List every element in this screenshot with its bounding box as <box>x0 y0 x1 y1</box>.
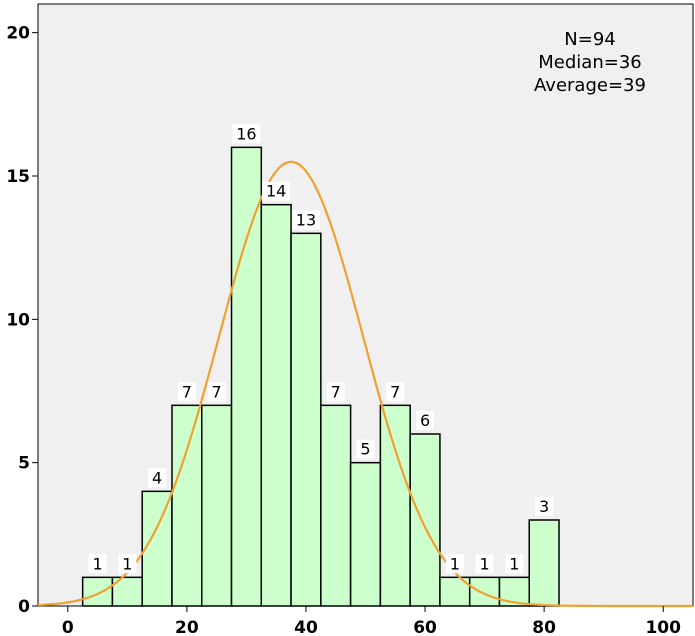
histogram-bar <box>171 404 203 607</box>
x-tick-label: 0 <box>62 618 74 636</box>
histogram-bar <box>349 461 382 607</box>
value-label: 4 <box>152 468 162 487</box>
stats-annotation: N=94 Median=36 Average=39 <box>534 29 646 96</box>
histogram-bar <box>498 576 530 607</box>
value-label-box <box>356 439 375 459</box>
value-label-box <box>177 382 196 402</box>
value-label-box <box>148 468 167 488</box>
histogram-bar <box>290 232 322 607</box>
y-tick-label: 5 <box>18 454 30 474</box>
histogram-bar <box>409 433 441 607</box>
histogram-bar <box>320 404 352 607</box>
value-label: 16 <box>236 124 256 143</box>
value-label: 14 <box>266 182 286 201</box>
value-label-box <box>118 554 137 574</box>
value-label-box <box>326 382 345 402</box>
y-tick-label: 0 <box>18 597 30 617</box>
value-label: 3 <box>539 497 549 516</box>
value-label: 1 <box>122 554 132 573</box>
value-label: 13 <box>296 210 316 229</box>
value-label-box <box>535 497 554 516</box>
value-label: 1 <box>509 554 519 573</box>
histogram-bar <box>379 404 411 607</box>
value-label: 5 <box>360 440 370 459</box>
y-tick-label: 10 <box>6 310 30 330</box>
histogram-bar <box>141 490 173 607</box>
value-label: 1 <box>92 554 102 573</box>
value-label-box <box>88 554 107 574</box>
value-label: 7 <box>331 382 341 401</box>
y-tick-label: 15 <box>6 167 30 187</box>
histogram-bar <box>468 576 501 607</box>
x-tick-label: 60 <box>413 618 437 636</box>
histogram-bar <box>528 519 560 607</box>
value-label-box <box>505 554 524 574</box>
value-label-box <box>291 210 320 230</box>
annotation-median: Median=36 <box>538 52 641 73</box>
y-tick-label: 20 <box>6 24 30 44</box>
annotation-n: N=94 <box>564 29 615 50</box>
value-label-box <box>262 181 291 201</box>
annotation-average: Average=39 <box>534 75 646 96</box>
histogram-bar <box>260 203 292 607</box>
value-label-box <box>445 554 464 574</box>
histogram-bar <box>81 576 114 607</box>
value-label-box <box>416 411 435 430</box>
histogram-bar <box>201 404 233 607</box>
value-label-box <box>386 382 405 402</box>
x-tick-label: 80 <box>532 618 556 636</box>
normal-curve <box>37 160 693 608</box>
x-tick-label: 40 <box>294 618 318 636</box>
value-label: 7 <box>212 382 222 401</box>
value-label-box <box>475 554 494 574</box>
value-label: 6 <box>420 411 430 430</box>
value-label: 7 <box>390 382 400 401</box>
value-label-box <box>207 382 226 402</box>
value-label-box <box>232 124 261 144</box>
value-label: 1 <box>479 554 489 573</box>
value-label: 1 <box>450 554 460 573</box>
x-tick-label: 20 <box>175 618 199 636</box>
histogram-bar <box>230 146 263 607</box>
x-tick-label: 100 <box>645 618 681 636</box>
value-label: 7 <box>182 382 192 401</box>
